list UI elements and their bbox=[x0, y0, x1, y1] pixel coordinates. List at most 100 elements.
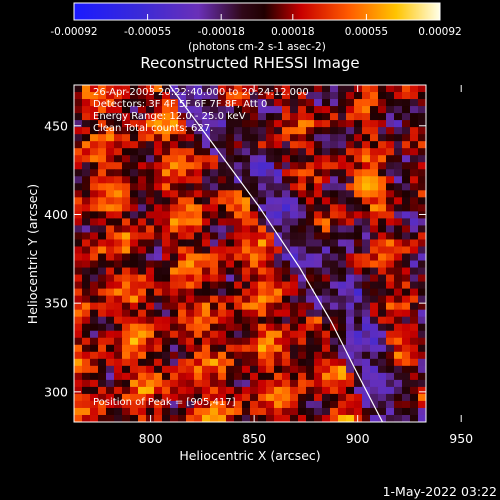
heatmap-cell bbox=[322, 316, 331, 325]
heatmap-cell bbox=[402, 330, 411, 339]
heatmap-cell bbox=[346, 344, 355, 353]
heatmap-cell bbox=[154, 197, 163, 205]
heatmap-cell bbox=[354, 197, 363, 205]
heatmap-cell bbox=[210, 253, 219, 262]
heatmap-cell bbox=[130, 169, 139, 177]
heatmap-cell bbox=[394, 316, 403, 325]
heatmap-cell bbox=[138, 351, 147, 360]
heatmap-cell bbox=[218, 316, 227, 325]
heatmap-cell bbox=[74, 267, 83, 276]
heatmap-cell bbox=[306, 274, 315, 283]
heatmap-cell bbox=[194, 134, 203, 142]
heatmap-cell bbox=[74, 162, 83, 170]
heatmap-cell bbox=[282, 218, 291, 227]
heatmap-cell bbox=[90, 260, 99, 269]
heatmap-cell bbox=[194, 309, 203, 318]
heatmap-cell bbox=[226, 337, 235, 346]
heatmap-cell bbox=[90, 232, 99, 241]
heatmap-cell bbox=[282, 330, 291, 339]
heatmap-cell bbox=[354, 372, 363, 381]
heatmap-cell bbox=[346, 148, 355, 156]
heatmap-cell bbox=[386, 344, 395, 353]
heatmap-cell bbox=[266, 351, 275, 360]
heatmap-cell bbox=[266, 274, 275, 283]
heatmap-cell bbox=[178, 127, 187, 135]
heatmap-cell bbox=[154, 309, 163, 318]
heatmap-cell bbox=[330, 309, 339, 318]
heatmap-cell bbox=[410, 99, 419, 107]
heatmap-cell bbox=[330, 162, 339, 170]
heatmap-cell bbox=[170, 218, 179, 227]
heatmap-cell bbox=[130, 141, 139, 149]
heatmap-cell bbox=[74, 155, 83, 163]
heatmap-cell bbox=[170, 414, 179, 422]
heatmap-cell bbox=[210, 295, 219, 304]
heatmap-cell bbox=[74, 141, 83, 149]
heatmap-cell bbox=[106, 218, 115, 227]
heatmap-cell bbox=[322, 148, 331, 156]
heatmap-cell bbox=[242, 281, 251, 290]
heatmap-cell bbox=[114, 113, 123, 121]
heatmap-cell bbox=[274, 379, 283, 388]
heatmap-cell bbox=[314, 190, 323, 198]
heatmap-cell bbox=[114, 204, 123, 212]
heatmap-cell bbox=[242, 379, 251, 388]
heatmap-cell bbox=[370, 99, 379, 107]
heatmap-cell bbox=[106, 127, 115, 135]
heatmap-cell bbox=[90, 407, 99, 416]
heatmap-cell bbox=[130, 92, 139, 100]
heatmap-cell bbox=[178, 232, 187, 241]
heatmap-cell bbox=[418, 414, 426, 422]
heatmap-cell bbox=[354, 407, 363, 416]
heatmap-cell bbox=[186, 148, 195, 156]
heatmap-cell bbox=[410, 302, 419, 311]
heatmap-cell bbox=[90, 148, 99, 156]
heatmap-cell bbox=[82, 113, 91, 121]
heatmap-cell bbox=[98, 253, 107, 262]
heatmap-cell bbox=[194, 288, 203, 297]
heatmap-cell bbox=[282, 309, 291, 318]
heatmap-cell bbox=[234, 162, 243, 170]
heatmap-cell bbox=[282, 372, 291, 381]
heatmap-cell bbox=[330, 302, 339, 311]
heatmap-cell bbox=[186, 393, 195, 402]
heatmap-cell bbox=[194, 351, 203, 360]
heatmap-cell bbox=[394, 190, 403, 198]
heatmap-cell bbox=[274, 365, 283, 374]
heatmap-cell bbox=[386, 316, 395, 325]
heatmap-cell bbox=[146, 372, 155, 381]
heatmap-cell bbox=[138, 190, 147, 198]
heatmap-cell bbox=[114, 232, 123, 241]
heatmap-cell bbox=[178, 288, 187, 297]
heatmap-cell bbox=[146, 183, 155, 191]
heatmap-cell bbox=[234, 253, 243, 262]
heatmap-cell bbox=[186, 169, 195, 177]
heatmap-cell bbox=[354, 330, 363, 339]
heatmap-cell bbox=[234, 358, 243, 367]
heatmap-cell bbox=[202, 330, 211, 339]
heatmap-cell bbox=[346, 85, 355, 93]
heatmap-cell bbox=[258, 316, 267, 325]
heatmap-cell bbox=[250, 309, 259, 318]
heatmap-cell bbox=[402, 400, 411, 409]
heatmap-cell bbox=[258, 372, 267, 381]
heatmap-cell bbox=[354, 85, 363, 93]
heatmap-cell bbox=[418, 253, 426, 262]
heatmap-cell bbox=[418, 85, 426, 93]
heatmap-cell bbox=[114, 323, 123, 332]
heatmap-cell bbox=[226, 134, 235, 142]
heatmap-cell bbox=[242, 106, 251, 114]
heatmap-cell bbox=[338, 85, 347, 93]
heatmap-cell bbox=[218, 148, 227, 156]
heatmap-cell bbox=[338, 386, 347, 395]
plot-annotation: Clean Total counts: 627. bbox=[93, 123, 213, 134]
heatmap-cell bbox=[386, 106, 395, 114]
heatmap-cell bbox=[106, 148, 115, 156]
heatmap-cell bbox=[290, 190, 299, 198]
heatmap-cell bbox=[210, 400, 219, 409]
heatmap-cell bbox=[202, 120, 211, 128]
heatmap-cell bbox=[410, 127, 419, 135]
heatmap-cell bbox=[250, 92, 259, 100]
